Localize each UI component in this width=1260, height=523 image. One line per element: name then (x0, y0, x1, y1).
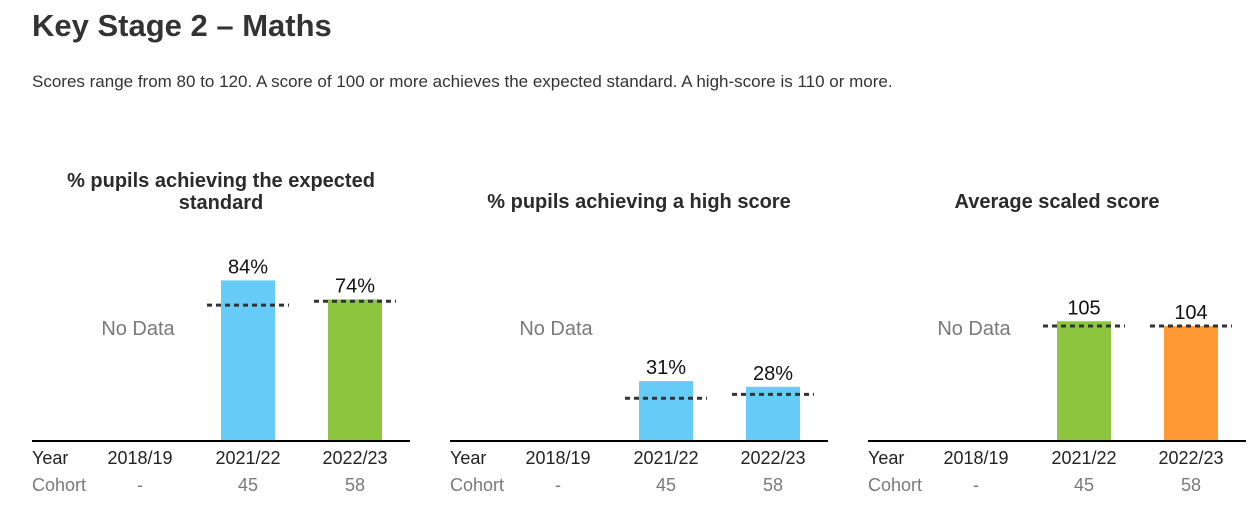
cohort-cell: - (555, 475, 561, 495)
chart-panel-expected-standard: % pupils achieving the expected standard… (32, 160, 410, 523)
bar (1164, 326, 1218, 440)
year-label: Year (450, 448, 487, 468)
cohort-label: Cohort (32, 475, 87, 495)
no-data-label: No Data (519, 318, 593, 340)
bar (639, 381, 693, 440)
bar-chart-expected-standard: No Data 84% 74% (32, 256, 410, 442)
cohort-cell: 45 (655, 475, 677, 495)
chart-title: % pupils achieving a high score (487, 191, 791, 213)
page-title: Key Stage 2 – Maths (32, 8, 332, 43)
value-label: 28% (753, 363, 793, 385)
value-label: 74% (335, 275, 375, 297)
year-cell: 2018/19 (107, 448, 173, 468)
bar (1057, 321, 1111, 440)
chart-panel-average-scaled-score: Average scaled score No Data 105 104 Year … (868, 160, 1246, 523)
chart-title: % pupils achieving the expected standard (67, 170, 375, 214)
year-cell: 2018/19 (525, 448, 591, 468)
cohort-cell: - (973, 475, 979, 495)
year-cell: 2022/23 (322, 448, 388, 468)
year-cell: 2018/19 (943, 448, 1009, 468)
year-cell: 2021/22 (633, 448, 699, 468)
year-cell: 2022/23 (740, 448, 806, 468)
cohort-label: Cohort (868, 475, 923, 495)
cohort-cell: 58 (344, 475, 366, 495)
no-data-label: No Data (101, 318, 175, 340)
chart-panel-high-score: % pupils achieving a high score No Data 3… (450, 160, 828, 523)
bar-chart-average-scaled-score: No Data 105 104 (868, 297, 1246, 442)
value-label: 84% (228, 256, 268, 278)
cohort-cell: 58 (1180, 475, 1202, 495)
year-label: Year (868, 448, 905, 468)
value-label: 104 (1174, 302, 1207, 324)
chart-title: Average scaled score (954, 191, 1160, 213)
bar-chart-high-score: No Data 31% 28% (450, 318, 828, 442)
intro-text: Scores range from 80 to 120. A score of … (32, 72, 893, 91)
value-label: 105 (1067, 297, 1100, 319)
year-label: Year (32, 448, 69, 468)
year-cell: 2022/23 (1158, 448, 1224, 468)
cohort-cell: 58 (762, 475, 784, 495)
bar (328, 299, 382, 440)
cohort-cell: 45 (1073, 475, 1095, 495)
cohort-cell: - (137, 475, 143, 495)
no-data-label: No Data (937, 318, 1011, 340)
value-label: 31% (646, 357, 686, 379)
year-cell: 2021/22 (215, 448, 281, 468)
cohort-label: Cohort (450, 475, 505, 495)
bar (221, 280, 275, 440)
cohort-cell: 45 (237, 475, 259, 495)
year-cell: 2021/22 (1051, 448, 1117, 468)
